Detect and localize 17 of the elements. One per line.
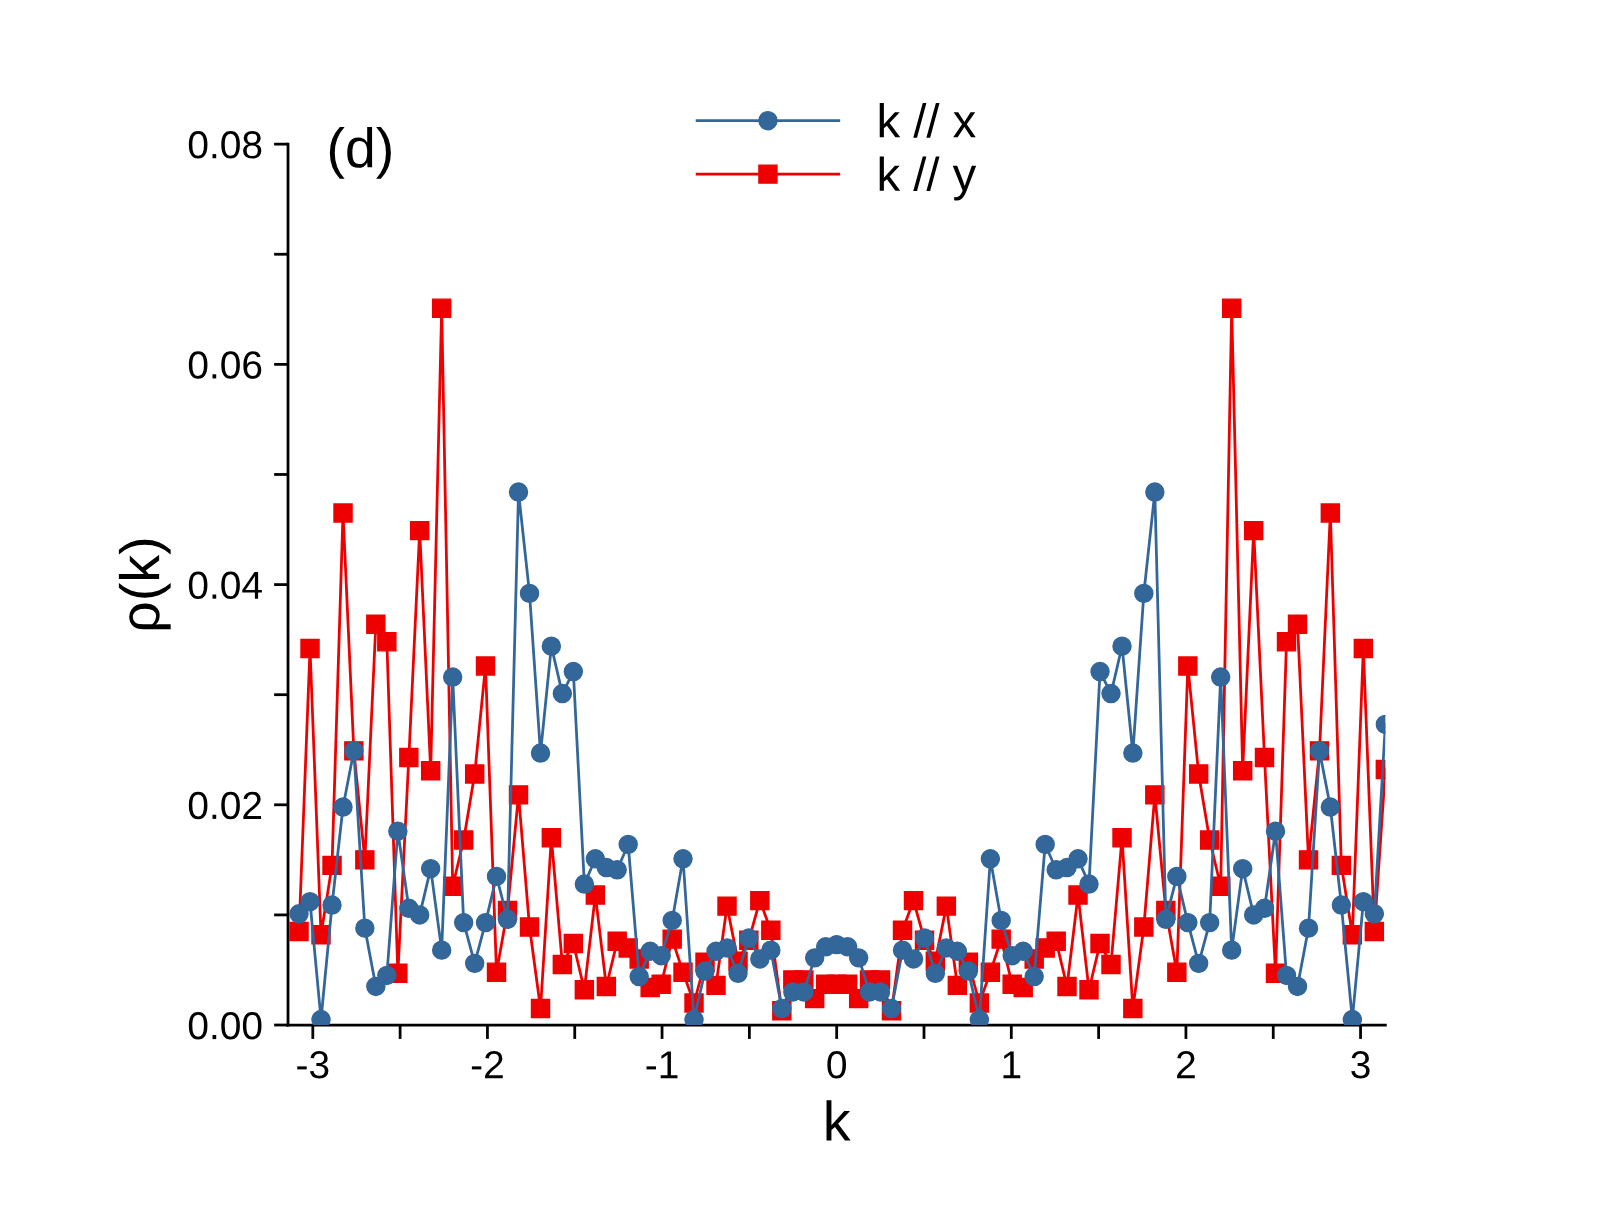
y-axis-title: ρ(k) [118,539,171,630]
y-tick-label: 0.02 [188,791,262,820]
x-tick-label: 3 [1351,1051,1370,1079]
y-tick-label: 0.08 [188,131,262,159]
y-tick-label: 0.04 [188,571,262,600]
x-tick-label: -2 [471,1051,503,1079]
x-tick-label: -3 [297,1051,329,1079]
legend-label: k // x [879,102,976,138]
y-tick-label: 0.06 [188,351,262,379]
x-tick-label: 0 [827,1051,846,1079]
legend-label: k // y [879,156,977,201]
x-tick-label: 1 [1003,1051,1021,1079]
x-tick-label: -1 [646,1051,678,1079]
x-axis-title: k [826,1100,851,1141]
annotation: (d) [329,127,391,179]
y-tick-label: 0.00 [188,1011,262,1040]
x-tick-label: 2 [1177,1051,1195,1079]
